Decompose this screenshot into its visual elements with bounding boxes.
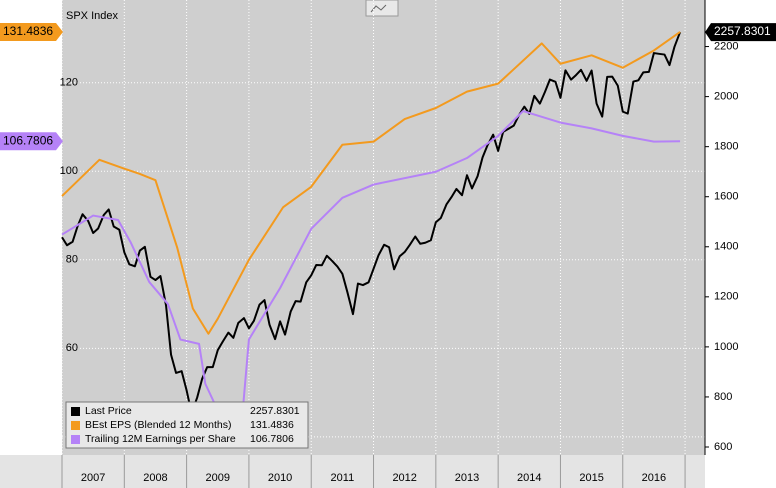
- y2-tick-label: 1600: [714, 191, 738, 203]
- y2-tick-label: 1400: [714, 241, 738, 253]
- plot-area: [62, 0, 705, 455]
- y2-tick-label: 2200: [714, 40, 738, 52]
- x-tick-label: 2007: [81, 472, 105, 484]
- y2-tick-label: 600: [714, 441, 732, 453]
- y2-tick-label: 1800: [714, 141, 738, 153]
- chart-type-button[interactable]: [365, 0, 399, 17]
- value-tag-label: 2257.8301: [714, 24, 771, 38]
- value-tag-label: 131.4836: [3, 24, 53, 38]
- x-tick-label: 2016: [642, 472, 666, 484]
- x-tick-label: 2013: [455, 472, 479, 484]
- y-tick-label: 80: [66, 254, 78, 266]
- series-line: [61, 110, 681, 413]
- y2-tick-label: 800: [714, 391, 732, 403]
- value-tag: [0, 22, 63, 41]
- value-tag: [705, 23, 776, 42]
- y2-tick-label: 1000: [714, 341, 738, 353]
- x-tick-label: 2014: [517, 472, 541, 484]
- legend: [65, 401, 309, 449]
- x-tick-label: 2009: [206, 472, 230, 484]
- x-axis-strip: [0, 455, 705, 488]
- x-tick-label: 2012: [392, 472, 416, 484]
- y-tick-label: 100: [60, 165, 78, 177]
- legend-swatch: [71, 407, 80, 416]
- value-tag: [0, 132, 63, 151]
- y2-tick-label: 2000: [714, 91, 738, 103]
- legend-value: 2257.8301: [250, 405, 300, 417]
- x-tick-label: 2010: [268, 472, 292, 484]
- y2-tick-label: 1200: [714, 291, 738, 303]
- legend-swatch: [71, 421, 80, 430]
- y-tick-label: 60: [66, 342, 78, 354]
- legend-swatch: [71, 435, 80, 444]
- legend-label: Trailing 12M Earnings per Share: [85, 433, 236, 445]
- y-tick-label: 120: [60, 77, 78, 89]
- x-tick-label: 2008: [143, 472, 167, 484]
- series-line: [61, 31, 681, 335]
- legend-label: BEst EPS (Blended 12 Months): [85, 419, 232, 431]
- value-tag-label: 106.7806: [3, 133, 53, 147]
- x-tick-label: 2011: [331, 472, 355, 484]
- chart-title: SPX Index: [66, 10, 118, 22]
- x-tick-label: 2015: [579, 472, 603, 484]
- legend-value: 106.7806: [250, 433, 294, 445]
- legend-label: Last Price: [85, 405, 132, 417]
- legend-value: 131.4836: [250, 419, 294, 431]
